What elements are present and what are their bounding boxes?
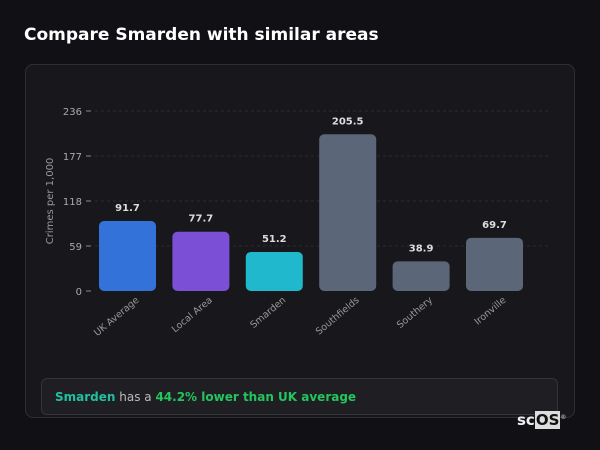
y-tick-label: 0 — [76, 287, 82, 298]
data-label: 91.7 — [115, 203, 140, 214]
x-tick-label: Ironville — [472, 295, 508, 328]
y-tick-label: 177 — [63, 152, 82, 163]
x-tick-label: Southfields — [314, 295, 362, 338]
page-title: Compare Smarden with similar areas — [24, 25, 379, 45]
data-label: 69.7 — [482, 220, 507, 231]
scos-logo: scOS® — [517, 411, 567, 429]
data-label: 205.5 — [332, 116, 364, 127]
y-tick-label: 59 — [69, 242, 82, 253]
bar-uk-average — [99, 221, 156, 291]
x-tick-label: Local Area — [170, 295, 215, 335]
data-label: 38.9 — [409, 243, 434, 254]
summary-comparison: 44.2% lower than UK average — [155, 390, 357, 404]
summary-area: Smarden — [55, 390, 116, 404]
data-label: 77.7 — [189, 214, 214, 225]
y-axis-label: Crimes per 1,000 — [45, 158, 56, 245]
bar-local-area — [172, 231, 230, 291]
x-tick-label: Southery — [395, 295, 435, 331]
summary-box: Smarden has a 44.2% lower than UK averag… — [41, 378, 558, 415]
bar-ironville — [466, 237, 523, 291]
y-tick-label: 236 — [63, 107, 82, 118]
bar-southery — [392, 261, 450, 291]
y-tick-label: 118 — [63, 197, 82, 208]
summary-text: has a — [115, 390, 156, 404]
bar-southfields — [319, 134, 377, 291]
x-tick-label: Smarden — [248, 295, 288, 331]
bar-smarden — [245, 251, 303, 291]
data-label: 51.2 — [262, 234, 287, 245]
x-tick-label: UK Average — [92, 295, 141, 339]
